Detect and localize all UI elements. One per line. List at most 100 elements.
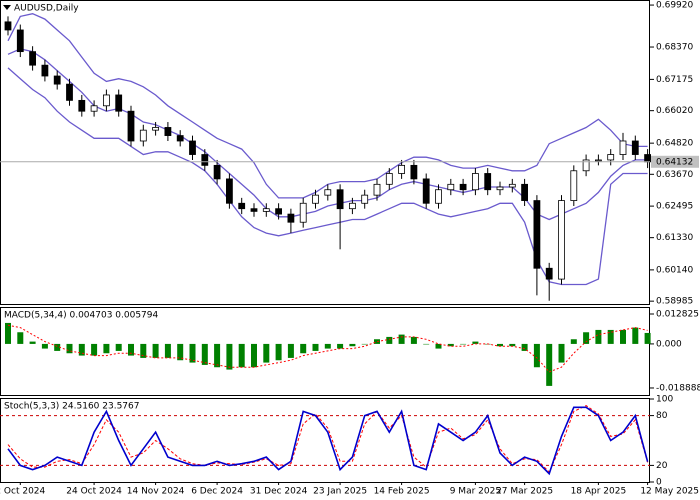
candle-body [176, 135, 184, 142]
macd-bar [29, 341, 36, 344]
macd-bar [17, 332, 24, 344]
menu-triangle[interactable] [3, 5, 11, 10]
macd-bar [607, 329, 614, 344]
candle-body [287, 213, 295, 223]
x-tick-label: 6 Dec 2024 [191, 487, 243, 497]
last-price-box [651, 155, 699, 168]
line [7, 324, 648, 373]
macd-bar [398, 334, 405, 344]
y-tick-label: 0.61330 [656, 233, 693, 243]
x-tick-label: 31 Dec 2024 [250, 487, 308, 497]
candle-body [570, 170, 578, 201]
macd-bar [189, 343, 196, 363]
macd-bar [300, 343, 307, 354]
candle-body [545, 267, 553, 280]
macd-bar [509, 343, 516, 347]
candle-body [312, 194, 319, 204]
y-tick-label: 80 [656, 411, 668, 421]
candle-body [201, 154, 209, 166]
candle-body [139, 129, 147, 142]
macd-bar [361, 343, 368, 345]
candle-body [262, 208, 270, 212]
y-tick-label: 0.000 [656, 339, 682, 349]
y-tick-label: 0.64820 [656, 139, 693, 149]
candle-body [373, 183, 381, 196]
y-tick-label: 20 [656, 461, 668, 471]
x-tick-label: 24 Oct 2024 [66, 487, 122, 497]
macd-bar [238, 343, 245, 368]
x-tick-label: 14 Nov 2024 [127, 487, 185, 497]
macd-title: MACD(5,34,4) 0.004703 0.005794 [4, 311, 159, 321]
line [7, 48, 648, 221]
candle-body [410, 164, 418, 180]
candle-body [16, 29, 24, 53]
stoch-panel-frame [0, 398, 650, 483]
macd-bar [533, 343, 540, 368]
x-tick-label: 27 Mar 2025 [496, 487, 553, 497]
candle-body [533, 200, 541, 269]
line [7, 13, 648, 199]
candle-body [127, 110, 135, 142]
last-price-label: 0.64132 [656, 157, 693, 167]
chart-title: AUDUSD,Daily [14, 4, 79, 14]
line [7, 405, 649, 473]
macd-bar [128, 343, 134, 356]
candle-body [521, 183, 528, 201]
macd-bar [324, 343, 331, 349]
macd-bar [201, 343, 208, 365]
x-tick-label: 14 Feb 2025 [374, 487, 430, 497]
macd-bar [558, 343, 565, 363]
candle-body [90, 105, 98, 112]
y-tick-label: -0.018888 [656, 383, 700, 393]
candle-body [471, 173, 479, 191]
macd-bar [644, 332, 651, 344]
macd-bar [447, 343, 454, 347]
candle-body [607, 154, 615, 161]
macd-bar [54, 343, 61, 351]
candle-body [348, 202, 356, 210]
candle-body [422, 178, 430, 204]
x-tick-label: 9 Mar 2025 [450, 487, 501, 497]
candle-body [631, 140, 639, 155]
y-tick-label: 100 [656, 395, 673, 405]
y-tick-label: 0.60140 [656, 265, 693, 275]
candle-body [164, 127, 172, 136]
macd-bar [41, 343, 48, 349]
line [7, 406, 649, 476]
macd-bar [521, 343, 528, 351]
candle-body [41, 64, 49, 77]
macd-bar [214, 343, 221, 368]
y-tick-label: 0.66020 [656, 106, 693, 116]
macd-bar [251, 343, 257, 368]
macd-bar [435, 343, 442, 349]
candle-body [225, 178, 233, 204]
y-tick-label: 0.69920 [656, 1, 693, 11]
macd-bar [595, 329, 602, 344]
macd-bar [152, 343, 159, 358]
candle-body [53, 75, 61, 85]
macd-bar [337, 343, 344, 349]
candle-body [582, 159, 590, 172]
candle-body [213, 164, 221, 180]
price-panel-frame [0, 0, 650, 305]
y-tick-label: 0.67175 [656, 75, 693, 85]
candle-body [250, 208, 258, 212]
macd-bar [460, 343, 467, 345]
y-tick-label: 0 [656, 478, 662, 488]
macd-bar [66, 343, 73, 354]
candle-body [324, 189, 332, 196]
candle-body [595, 159, 602, 162]
candle-body [115, 94, 123, 112]
macd-bar [410, 336, 417, 344]
macd-bar [312, 343, 319, 351]
candle-body [558, 200, 565, 280]
candle-body [78, 99, 86, 112]
macd-bar [423, 343, 430, 345]
x-tick-label: 18 Apr 2025 [571, 487, 627, 497]
candle-body [66, 83, 73, 101]
macd-bar [263, 343, 270, 363]
macd-bar [472, 341, 479, 344]
candle-body [275, 208, 283, 215]
candle-body [385, 173, 393, 185]
y-tick-label: 0.68370 [656, 43, 693, 53]
